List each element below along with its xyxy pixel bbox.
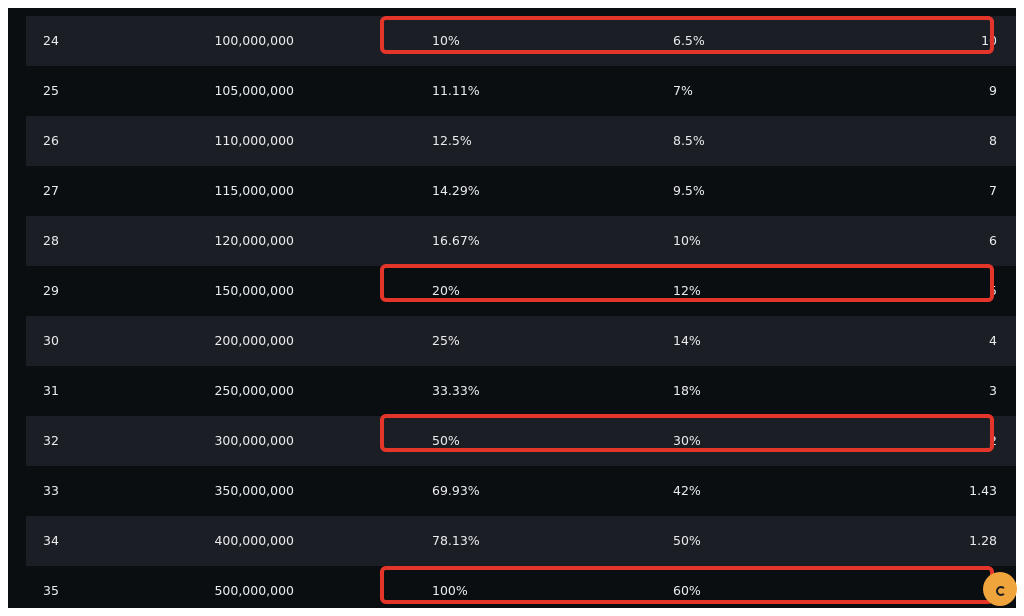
rate-a-cell: 25% (432, 333, 460, 348)
table-row: 28 120,000,000 16.67% 10% 6 (26, 216, 1016, 266)
multiplier-cell: 7 (989, 183, 997, 198)
rate-b-cell: 9.5% (673, 183, 705, 198)
volume-cell: 120,000,000 (214, 233, 294, 248)
rate-b-cell: 6.5% (673, 33, 705, 48)
level-cell: 31 (43, 383, 59, 398)
level-cell: 35 (43, 583, 59, 598)
table-row: 29 150,000,000 20% 12% 5 (26, 266, 1016, 316)
table-row: 34 400,000,000 78.13% 50% 1.28 (26, 516, 1016, 566)
rate-b-cell: 18% (673, 383, 701, 398)
level-cell: 26 (43, 133, 59, 148)
level-cell: 28 (43, 233, 59, 248)
level-cell: 30 (43, 333, 59, 348)
rate-b-cell: 8.5% (673, 133, 705, 148)
rate-a-cell: 16.67% (432, 233, 480, 248)
table-panel: 24 100,000,000 10% 6.5% 10 25 105,000,00… (8, 8, 1016, 608)
table-row: 27 115,000,000 14.29% 9.5% 7 (26, 166, 1016, 216)
rate-a-cell: 12.5% (432, 133, 472, 148)
table-row: 25 105,000,000 11.11% 7% 9 (26, 66, 1016, 116)
level-cell: 33 (43, 483, 59, 498)
volume-cell: 400,000,000 (214, 533, 294, 548)
table-row: 30 200,000,000 25% 14% 4 (26, 316, 1016, 366)
table-row: 24 100,000,000 10% 6.5% 10 (26, 16, 1016, 66)
level-cell: 27 (43, 183, 59, 198)
multiplier-cell: 5 (989, 283, 997, 298)
multiplier-cell: 6 (989, 233, 997, 248)
multiplier-cell: 1.28 (969, 533, 997, 548)
rate-a-cell: 100% (432, 583, 468, 598)
table-row: 26 110,000,000 12.5% 8.5% 8 (26, 116, 1016, 166)
rate-b-cell: 60% (673, 583, 701, 598)
volume-cell: 100,000,000 (214, 33, 294, 48)
rate-a-cell: 50% (432, 433, 460, 448)
volume-cell: 250,000,000 (214, 383, 294, 398)
rate-a-cell: 69.93% (432, 483, 480, 498)
volume-cell: 200,000,000 (214, 333, 294, 348)
multiplier-cell: 2 (989, 433, 997, 448)
level-cell: 29 (43, 283, 59, 298)
level-cell: 25 (43, 83, 59, 98)
rate-b-cell: 10% (673, 233, 701, 248)
rate-b-cell: 30% (673, 433, 701, 448)
data-table: 24 100,000,000 10% 6.5% 10 25 105,000,00… (26, 16, 1016, 608)
rate-a-cell: 20% (432, 283, 460, 298)
multiplier-cell: 1.43 (969, 483, 997, 498)
volume-cell: 150,000,000 (214, 283, 294, 298)
table-row: 31 250,000,000 33.33% 18% 3 (26, 366, 1016, 416)
rate-a-cell: 14.29% (432, 183, 480, 198)
rate-b-cell: 50% (673, 533, 701, 548)
volume-cell: 350,000,000 (214, 483, 294, 498)
rate-a-cell: 11.11% (432, 83, 480, 98)
rate-b-cell: 14% (673, 333, 701, 348)
volume-cell: 300,000,000 (214, 433, 294, 448)
multiplier-cell: 8 (989, 133, 997, 148)
rate-a-cell: 10% (432, 33, 460, 48)
level-cell: 32 (43, 433, 59, 448)
multiplier-cell: 10 (981, 33, 997, 48)
volume-cell: 110,000,000 (214, 133, 294, 148)
table-row: 32 300,000,000 50% 30% 2 (26, 416, 1016, 466)
rate-a-cell: 78.13% (432, 533, 480, 548)
rate-b-cell: 42% (673, 483, 701, 498)
rate-b-cell: 7% (673, 83, 693, 98)
table-row: 33 350,000,000 69.93% 42% 1.43 (26, 466, 1016, 516)
multiplier-cell: 4 (989, 333, 997, 348)
rate-b-cell: 12% (673, 283, 701, 298)
volume-cell: 105,000,000 (214, 83, 294, 98)
multiplier-cell: 9 (989, 83, 997, 98)
multiplier-cell: 3 (989, 383, 997, 398)
volume-cell: 500,000,000 (214, 583, 294, 598)
volume-cell: 115,000,000 (214, 183, 294, 198)
chat-glyph-icon (996, 586, 1006, 596)
level-cell: 24 (43, 33, 59, 48)
level-cell: 34 (43, 533, 59, 548)
table-row: 35 500,000,000 100% 60% 1 (26, 566, 1016, 608)
rate-a-cell: 33.33% (432, 383, 480, 398)
